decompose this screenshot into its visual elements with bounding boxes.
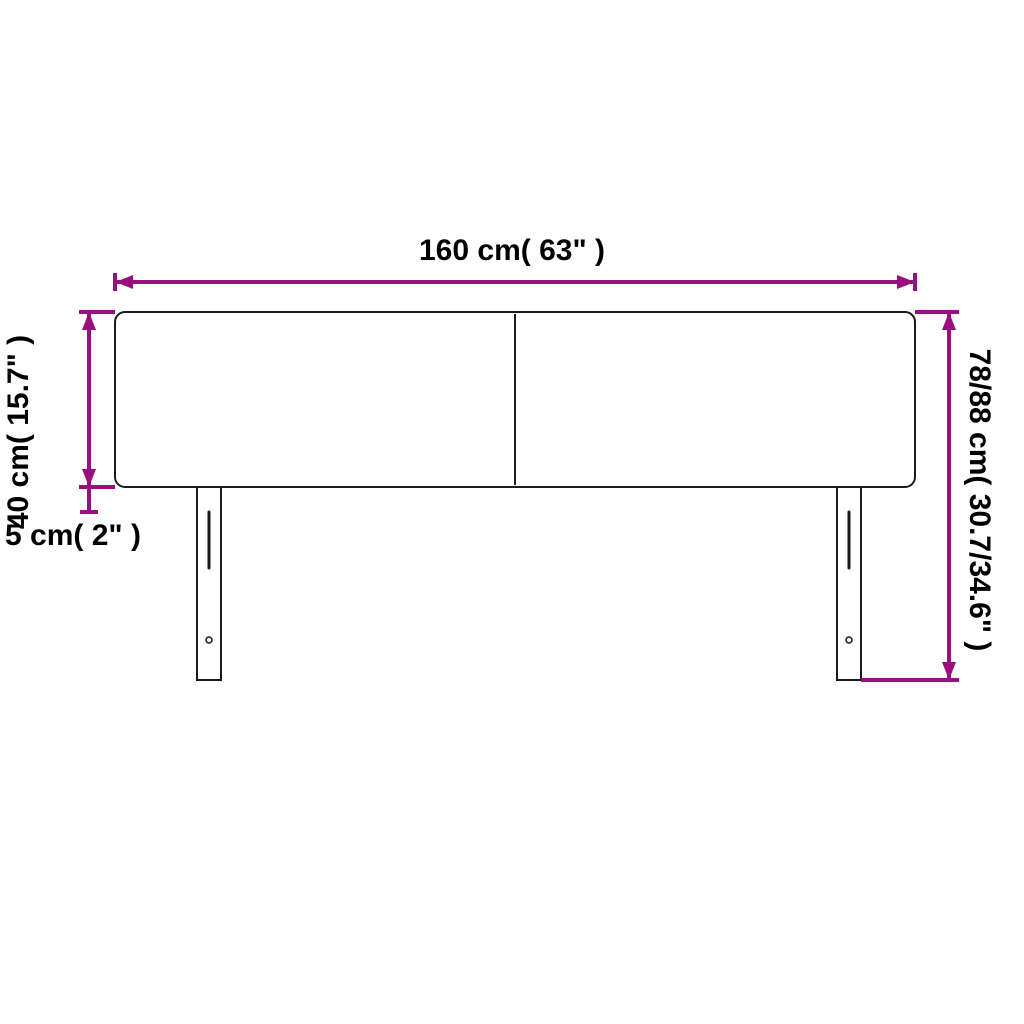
diagram-stage: 160 cm( 63" ) 40 cm( 15.7" )5 cm( 2" ) 78/… bbox=[0, 0, 1024, 1024]
dim-width-label: 160 cm( 63" ) bbox=[419, 234, 605, 267]
dim-thickness-label: 5 cm( 2" ) bbox=[5, 519, 141, 552]
dim-panelheight-label: 40 cm( 15.7" ) bbox=[2, 335, 35, 529]
dim-totalheight-label: 78/88 cm( 30.7/34.6" ) bbox=[963, 349, 996, 652]
dimension-drawing: 160 cm( 63" ) 40 cm( 15.7" )5 cm( 2" ) 78/… bbox=[0, 0, 1024, 1024]
